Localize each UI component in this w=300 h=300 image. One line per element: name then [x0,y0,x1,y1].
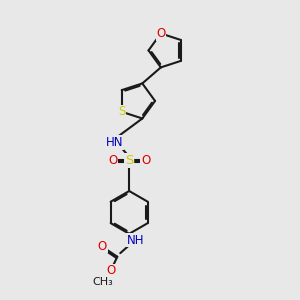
Text: HN: HN [106,136,123,149]
Text: S: S [118,105,125,118]
Text: O: O [107,265,116,278]
Text: O: O [98,240,107,253]
Text: S: S [125,154,134,167]
Text: O: O [141,154,150,167]
Text: CH₃: CH₃ [92,277,113,287]
Text: O: O [108,154,118,167]
Text: O: O [156,27,166,40]
Text: NH: NH [127,234,145,247]
